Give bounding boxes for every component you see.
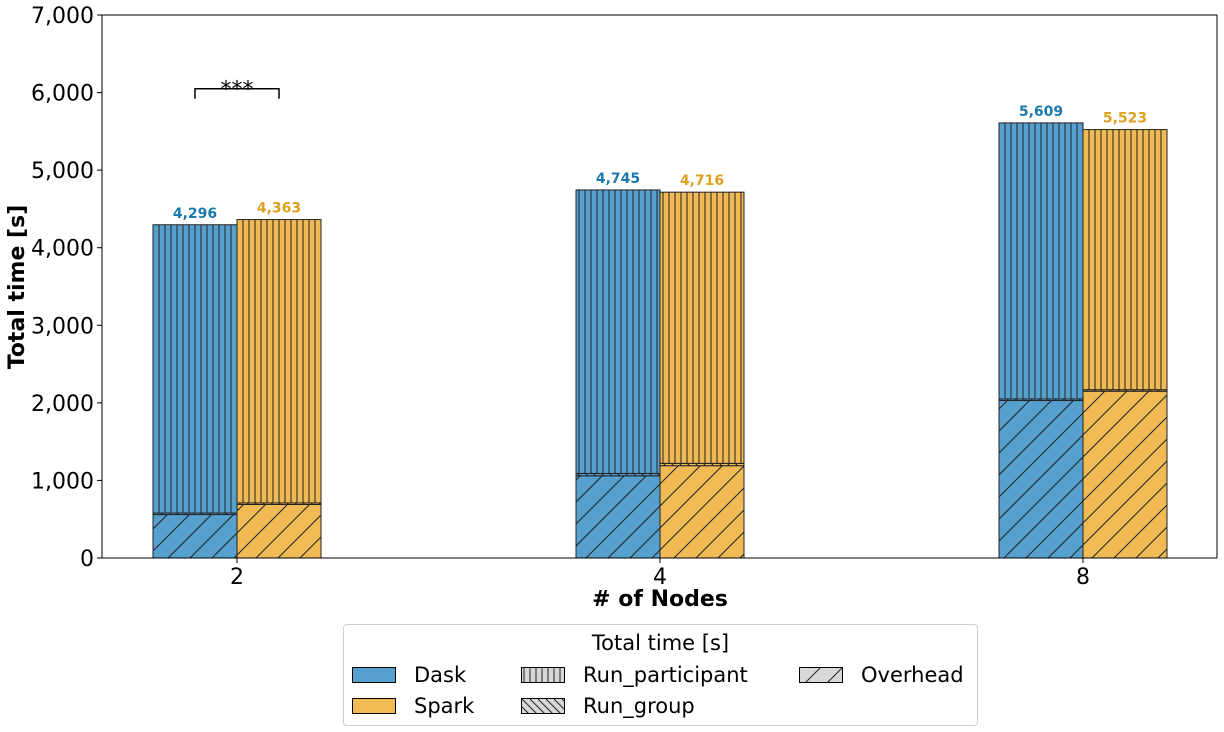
legend-label-spark: Spark: [414, 694, 475, 718]
legend-label-run-group: Run_group: [583, 694, 695, 718]
dask-total-label-2: 4,296: [173, 206, 217, 222]
legend-item-run-participant: Run_participant: [521, 663, 748, 687]
legend-swatch-dask: [352, 667, 396, 683]
spark-overhead-bar-8-hatch: [1082, 390, 1168, 559]
legend-swatch-run-group: [521, 698, 565, 714]
y-tick-label: 2,000: [31, 392, 94, 417]
spark-run-participant-bar-8-hatch: [1082, 129, 1168, 391]
dask-overhead-bar-8-hatch: [998, 400, 1084, 559]
x-tick-label: 2: [230, 565, 244, 590]
dask-run-participant-bar-2-hatch: [152, 224, 238, 514]
dask-run-participant-bar-4-hatch: [575, 189, 661, 474]
dask-overhead-bar-2-hatch: [152, 514, 238, 559]
y-tick-label: 5,000: [31, 159, 94, 184]
spark-overhead-bar-2-hatch: [236, 503, 322, 559]
spark-overhead-bar-4-hatch: [659, 465, 745, 559]
legend-swatch-spark: [352, 698, 396, 714]
spark-run-participant-bar-2-hatch: [236, 219, 322, 504]
spark-total-label-4: 4,716: [680, 173, 724, 189]
dask-total-label-4: 4,745: [596, 171, 640, 187]
y-tick-label: 6,000: [31, 82, 94, 107]
legend-swatch-overhead: [799, 667, 843, 683]
legend-item-spark: Spark: [352, 694, 474, 718]
dask-run-participant-bar-8-hatch: [998, 122, 1084, 400]
x-axis-title: # of Nodes: [592, 587, 728, 612]
y-axis-title: Total time [s]: [5, 205, 30, 370]
dask-overhead-bar-4-hatch: [575, 475, 661, 559]
significance-label: ***: [221, 78, 254, 103]
legend: Total time [s] Dask Spark Run_participan…: [343, 624, 978, 726]
x-tick-label: 8: [1076, 565, 1090, 590]
dask-total-label-8: 5,609: [1019, 104, 1063, 120]
legend-title: Total time [s]: [591, 631, 730, 655]
spark-total-label-2: 4,363: [257, 201, 301, 217]
y-tick-label: 0: [80, 547, 94, 572]
legend-item-run-group: Run_group: [521, 694, 695, 718]
y-tick-label: 4,000: [31, 237, 94, 262]
legend-label-dask: Dask: [414, 663, 467, 687]
spark-run-participant-bar-4-hatch: [659, 191, 745, 464]
legend-item-dask: Dask: [352, 663, 466, 687]
legend-label-overhead: Overhead: [861, 663, 964, 687]
x-tick-label: 4: [653, 565, 667, 590]
significance-bracket: [194, 87, 280, 99]
y-tick-label: 3,000: [31, 314, 94, 339]
legend-swatch-run-participant: [521, 667, 565, 683]
y-tick-label: 1,000: [31, 469, 94, 494]
legend-item-overhead: Overhead: [799, 663, 964, 687]
spark-total-label-8: 5,523: [1103, 111, 1147, 127]
y-tick-label: 7,000: [31, 4, 94, 29]
legend-label-run-participant: Run_participant: [583, 663, 748, 687]
